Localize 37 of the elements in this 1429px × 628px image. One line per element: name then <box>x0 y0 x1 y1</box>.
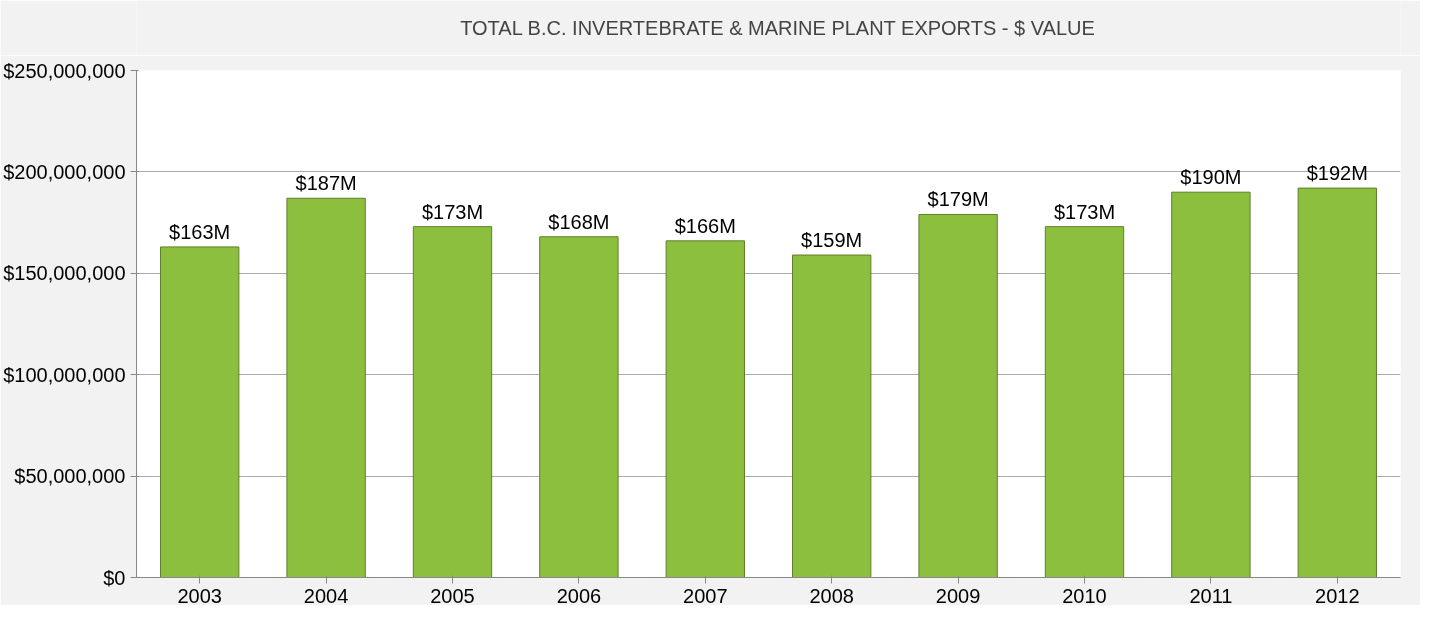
bar <box>286 197 366 578</box>
y-tick-label: $100,000,000 <box>3 363 126 386</box>
x-tick-label: 2006 <box>556 584 602 607</box>
bar <box>918 213 998 578</box>
data-label: $166M <box>674 214 736 237</box>
data-label: $168M <box>548 210 610 233</box>
bar <box>1044 226 1125 578</box>
data-label: $163M <box>169 220 231 243</box>
text: TOTAL B.C. INVERTEBRATE & MARINE PLANT EXPORTS - $ VALUE <box>460 16 1095 39</box>
bar <box>1171 191 1251 578</box>
y-tick-label: $0 <box>103 566 126 589</box>
x-tick-label: 2007 <box>683 584 728 607</box>
data-label: $187M <box>295 172 357 195</box>
x-tick-label: 2005 <box>430 584 475 607</box>
bar <box>160 246 240 578</box>
x-tick-label: 2010 <box>1062 584 1107 607</box>
data-label: $159M <box>801 229 863 252</box>
x-tick-label: 2009 <box>935 584 981 607</box>
data-label: $192M <box>1306 162 1368 185</box>
bar <box>792 254 872 578</box>
y-tick-label: $150,000,000 <box>3 262 126 285</box>
data-label: $173M <box>1053 200 1116 223</box>
data-label: $173M <box>421 200 484 223</box>
data-label: $190M <box>1180 166 1242 189</box>
bar <box>539 236 619 578</box>
bar <box>665 240 745 578</box>
data-label: $179M <box>927 188 989 211</box>
y-tick-label: $250,000,000 <box>3 59 126 82</box>
bar <box>1297 187 1377 578</box>
bar <box>412 226 493 578</box>
x-tick-label: 2004 <box>303 584 349 607</box>
y-tick-label: $200,000,000 <box>3 160 126 183</box>
y-tick-label: $50,000,000 <box>14 465 126 488</box>
x-tick-label: 2012 <box>1315 584 1360 607</box>
x-tick-label: 2003 <box>177 584 222 607</box>
x-tick-label: 2011 <box>1189 584 1233 607</box>
x-tick-label: 2008 <box>809 584 854 607</box>
